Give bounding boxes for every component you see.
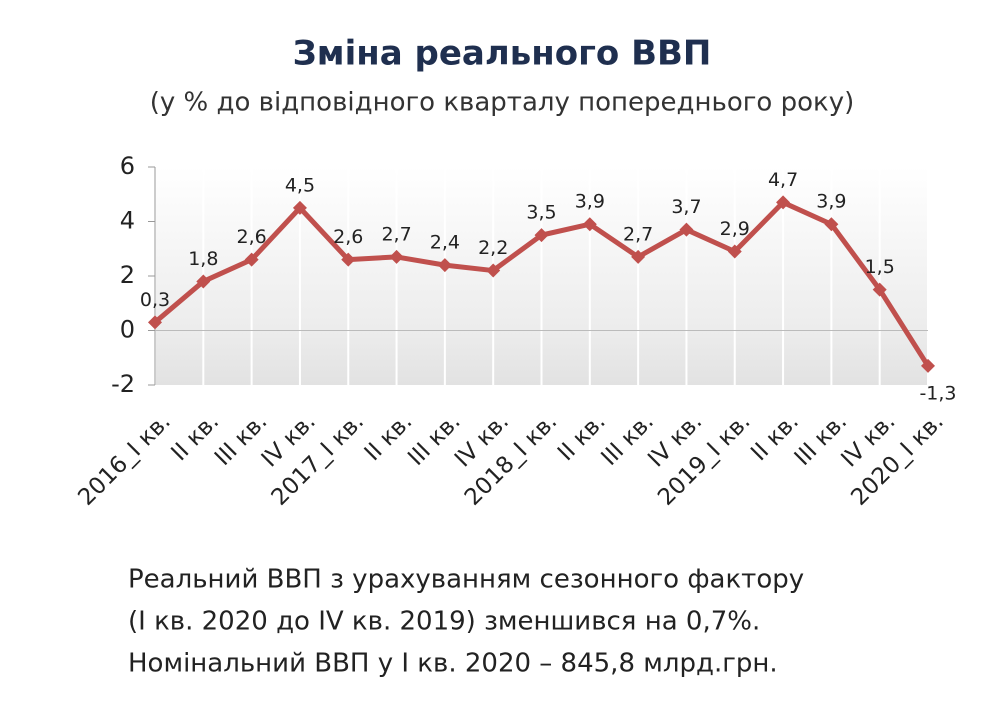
marker: [196, 274, 211, 289]
x-tick-label: 2016_I кв.: [73, 408, 175, 510]
note: Реальний ВВП з урахуванням сезонного фак…: [128, 565, 804, 595]
note: Номінальний ВВП у I кв. 2020 – 845,8 млр…: [128, 649, 778, 679]
value-label: 2,7: [623, 223, 653, 245]
marker: [341, 252, 356, 267]
value-label: 1,8: [188, 248, 218, 270]
marker: [244, 252, 259, 267]
value-label: 2,9: [720, 218, 750, 240]
marker: [872, 282, 887, 297]
marker: [727, 244, 742, 259]
marker: [824, 217, 839, 232]
note: (I кв. 2020 до IV кв. 2019) зменшився на…: [128, 607, 760, 637]
marker: [437, 258, 452, 273]
value-label: -1,3: [919, 382, 956, 404]
marker: [631, 249, 646, 264]
value-label: 3,9: [816, 191, 846, 213]
marker: [776, 195, 791, 210]
y-tick-label: 2: [120, 261, 135, 289]
value-label: 2,6: [237, 226, 267, 248]
marker: [921, 358, 935, 373]
value-label: 4,7: [768, 169, 798, 191]
value-label: 4,5: [285, 174, 315, 196]
y-tick-label: 4: [120, 207, 135, 235]
chart-title: Зміна реального ВВП: [293, 34, 712, 74]
value-label: 3,7: [671, 196, 701, 218]
y-tick-label: 6: [120, 152, 135, 180]
value-label: 1,5: [865, 256, 895, 278]
marker: [148, 315, 162, 330]
chart-subtitle: (у % до відповідного кварталу попередньо…: [150, 88, 855, 118]
marker: [534, 228, 549, 243]
value-label: 0,3: [140, 289, 170, 311]
y-tick-label: -2: [111, 370, 135, 398]
value-label: 2,2: [478, 237, 508, 259]
value-label: 2,4: [430, 232, 460, 254]
value-label: 3,9: [575, 191, 605, 213]
value-label: 2,7: [381, 223, 411, 245]
value-label: 3,5: [526, 202, 556, 224]
value-label: 2,6: [333, 226, 363, 248]
marker: [679, 222, 694, 237]
y-tick-label: 0: [120, 316, 135, 344]
marker: [582, 217, 597, 232]
marker: [486, 263, 501, 278]
marker: [389, 249, 404, 264]
marker: [292, 200, 307, 215]
